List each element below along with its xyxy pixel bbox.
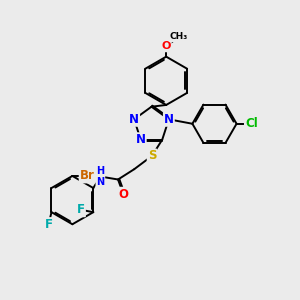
Text: N: N xyxy=(164,113,174,126)
Text: N: N xyxy=(129,113,139,126)
Text: F: F xyxy=(44,218,52,231)
Text: H
N: H N xyxy=(96,166,104,187)
Text: Br: Br xyxy=(80,169,94,182)
Text: CH₃: CH₃ xyxy=(169,32,188,41)
Text: N: N xyxy=(136,133,146,146)
Text: O: O xyxy=(161,41,171,51)
Text: O: O xyxy=(118,188,128,201)
Text: Cl: Cl xyxy=(245,117,258,130)
Text: F: F xyxy=(77,203,85,216)
Text: S: S xyxy=(148,149,156,162)
